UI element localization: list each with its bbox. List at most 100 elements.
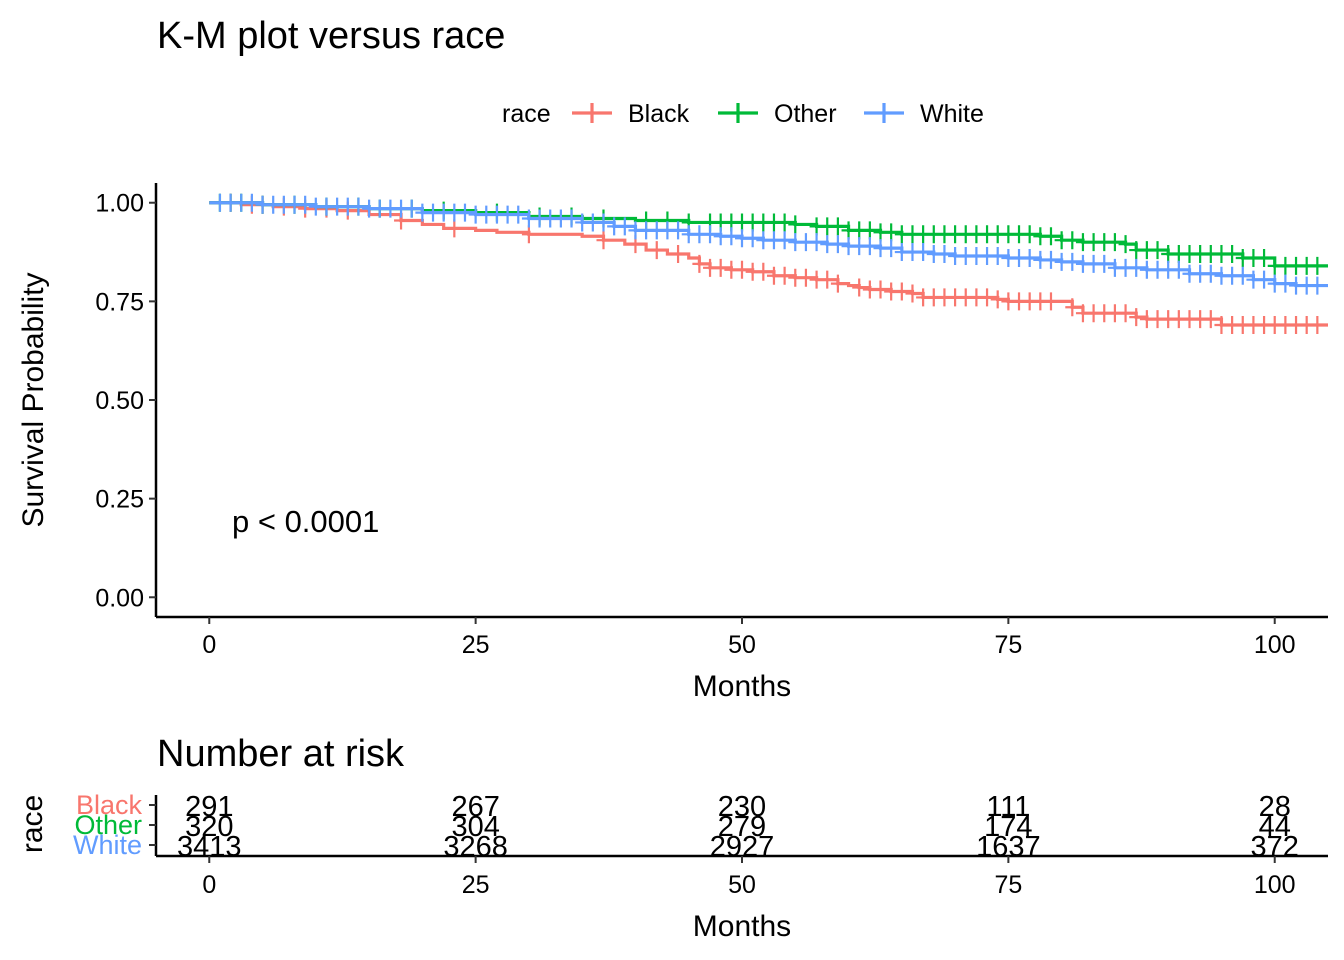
risk-x-tick-label: 100 [1254, 871, 1296, 899]
censor-mark [1065, 252, 1080, 271]
x-axis-label: Months [693, 670, 791, 703]
risk-table-ylabel: race [16, 795, 49, 853]
censor-mark [1107, 233, 1122, 252]
survival-curve [209, 201, 1328, 268]
censor-mark [1257, 248, 1272, 267]
chart-title: K-M plot versus race [157, 15, 505, 57]
censor-mark [1097, 254, 1112, 273]
censor-mark [1278, 274, 1293, 293]
censor-mark [1310, 316, 1325, 335]
censor-mark [777, 266, 792, 285]
risk-count: 291 [185, 791, 233, 823]
censor-mark [1129, 258, 1144, 277]
p-value-annotation: p < 0.0001 [232, 504, 379, 539]
censor-mark [980, 288, 995, 307]
censor-mark [1235, 266, 1250, 285]
y-axis-label: Survival Probability [17, 272, 50, 527]
x-tick-label: 25 [462, 631, 490, 659]
legend-items: Black Other White [572, 100, 984, 128]
censor-mark [990, 246, 1005, 265]
censor-mark [1150, 241, 1165, 260]
risk-row-label: Other [74, 810, 142, 840]
censor-mark [1043, 227, 1058, 246]
censor-mark [830, 217, 845, 236]
censor-mark [596, 213, 611, 232]
censor-mark [798, 268, 813, 287]
censor-mark [1065, 298, 1080, 317]
y-axis: 0.00 0.25 0.50 0.75 1.00 [95, 183, 158, 617]
risk-x-tick-label: 25 [462, 871, 490, 899]
censor-mark [692, 254, 707, 273]
censor-mark [298, 195, 313, 214]
risk-row-label: White [73, 830, 142, 860]
censor-mark [724, 227, 739, 246]
legend-label: Black [628, 100, 690, 128]
censor-mark [404, 199, 419, 218]
risk-count: 279 [718, 811, 766, 843]
censor-mark [830, 235, 845, 254]
risk-row-black: Black 291 267 230 111 28 [76, 790, 1291, 823]
censor-mark [351, 197, 366, 216]
risk-count: 174 [984, 811, 1032, 843]
censor-mark [1225, 245, 1240, 264]
censor-mark [884, 223, 899, 242]
censor-mark [745, 229, 760, 248]
km-plot-panel: 0.00 0.25 0.50 0.75 1.00 0 25 50 75 100 Survival… [17, 183, 1328, 703]
y-tick-label: 0.25 [95, 486, 144, 514]
risk-count: 111 [986, 791, 1030, 823]
risk-count: 44 [1259, 811, 1291, 843]
risk-count: 320 [185, 811, 233, 843]
censor-mark [457, 203, 472, 222]
censor-mark [937, 245, 952, 264]
censor-mark [830, 274, 845, 293]
censor-mark [649, 241, 664, 260]
censor-mark [756, 262, 771, 281]
series-black [209, 193, 1328, 335]
y-tick-label: 1.00 [95, 190, 144, 218]
risk-row-other: Other 320 304 279 174 44 [74, 810, 1290, 843]
censor-mark [1022, 225, 1037, 244]
censor-mark [1171, 260, 1186, 279]
censor-mark [1257, 270, 1272, 289]
risk-row-label: Black [76, 790, 143, 820]
censor-mark [447, 219, 462, 238]
legend-item-other: Other [718, 100, 837, 128]
censor-mark [1118, 235, 1133, 254]
risk-count: 28 [1259, 791, 1291, 823]
censor-mark [990, 290, 1005, 309]
censor-mark [852, 278, 867, 297]
censor-mark [1129, 308, 1144, 327]
censor-mark [1310, 256, 1325, 275]
legend-label: Other [774, 100, 837, 128]
censor-mark [511, 205, 526, 224]
risk-x-tick-label: 0 [202, 871, 216, 899]
censor-mark [1065, 231, 1080, 250]
censor-mark [884, 239, 899, 258]
censor-mark [244, 193, 259, 212]
series-other [209, 193, 1328, 275]
censor-mark [820, 270, 835, 289]
censor-mark [564, 209, 579, 228]
censor-mark [1118, 304, 1133, 323]
censor-mark [862, 237, 877, 256]
censor-mark [777, 213, 792, 232]
x-tick-label: 0 [202, 631, 216, 659]
censor-mark [671, 221, 686, 240]
risk-count: 230 [718, 791, 766, 823]
censor-mark [905, 284, 920, 303]
censor-mark [777, 231, 792, 250]
censor-mark [916, 243, 931, 262]
censor-mark [1310, 276, 1325, 295]
risk-x-tick-label: 50 [728, 871, 756, 899]
censor-mark [862, 221, 877, 240]
legend-title: race [502, 100, 551, 128]
risk-x-axis-label: Months [693, 910, 791, 943]
y-tick-label: 0.75 [95, 288, 144, 316]
x-tick-label: 50 [728, 631, 756, 659]
censor-mark [617, 217, 632, 236]
censor-mark [1043, 292, 1058, 311]
km-series [209, 193, 1328, 335]
censor-mark [596, 231, 611, 250]
risk-x-tick-label: 75 [994, 871, 1022, 899]
